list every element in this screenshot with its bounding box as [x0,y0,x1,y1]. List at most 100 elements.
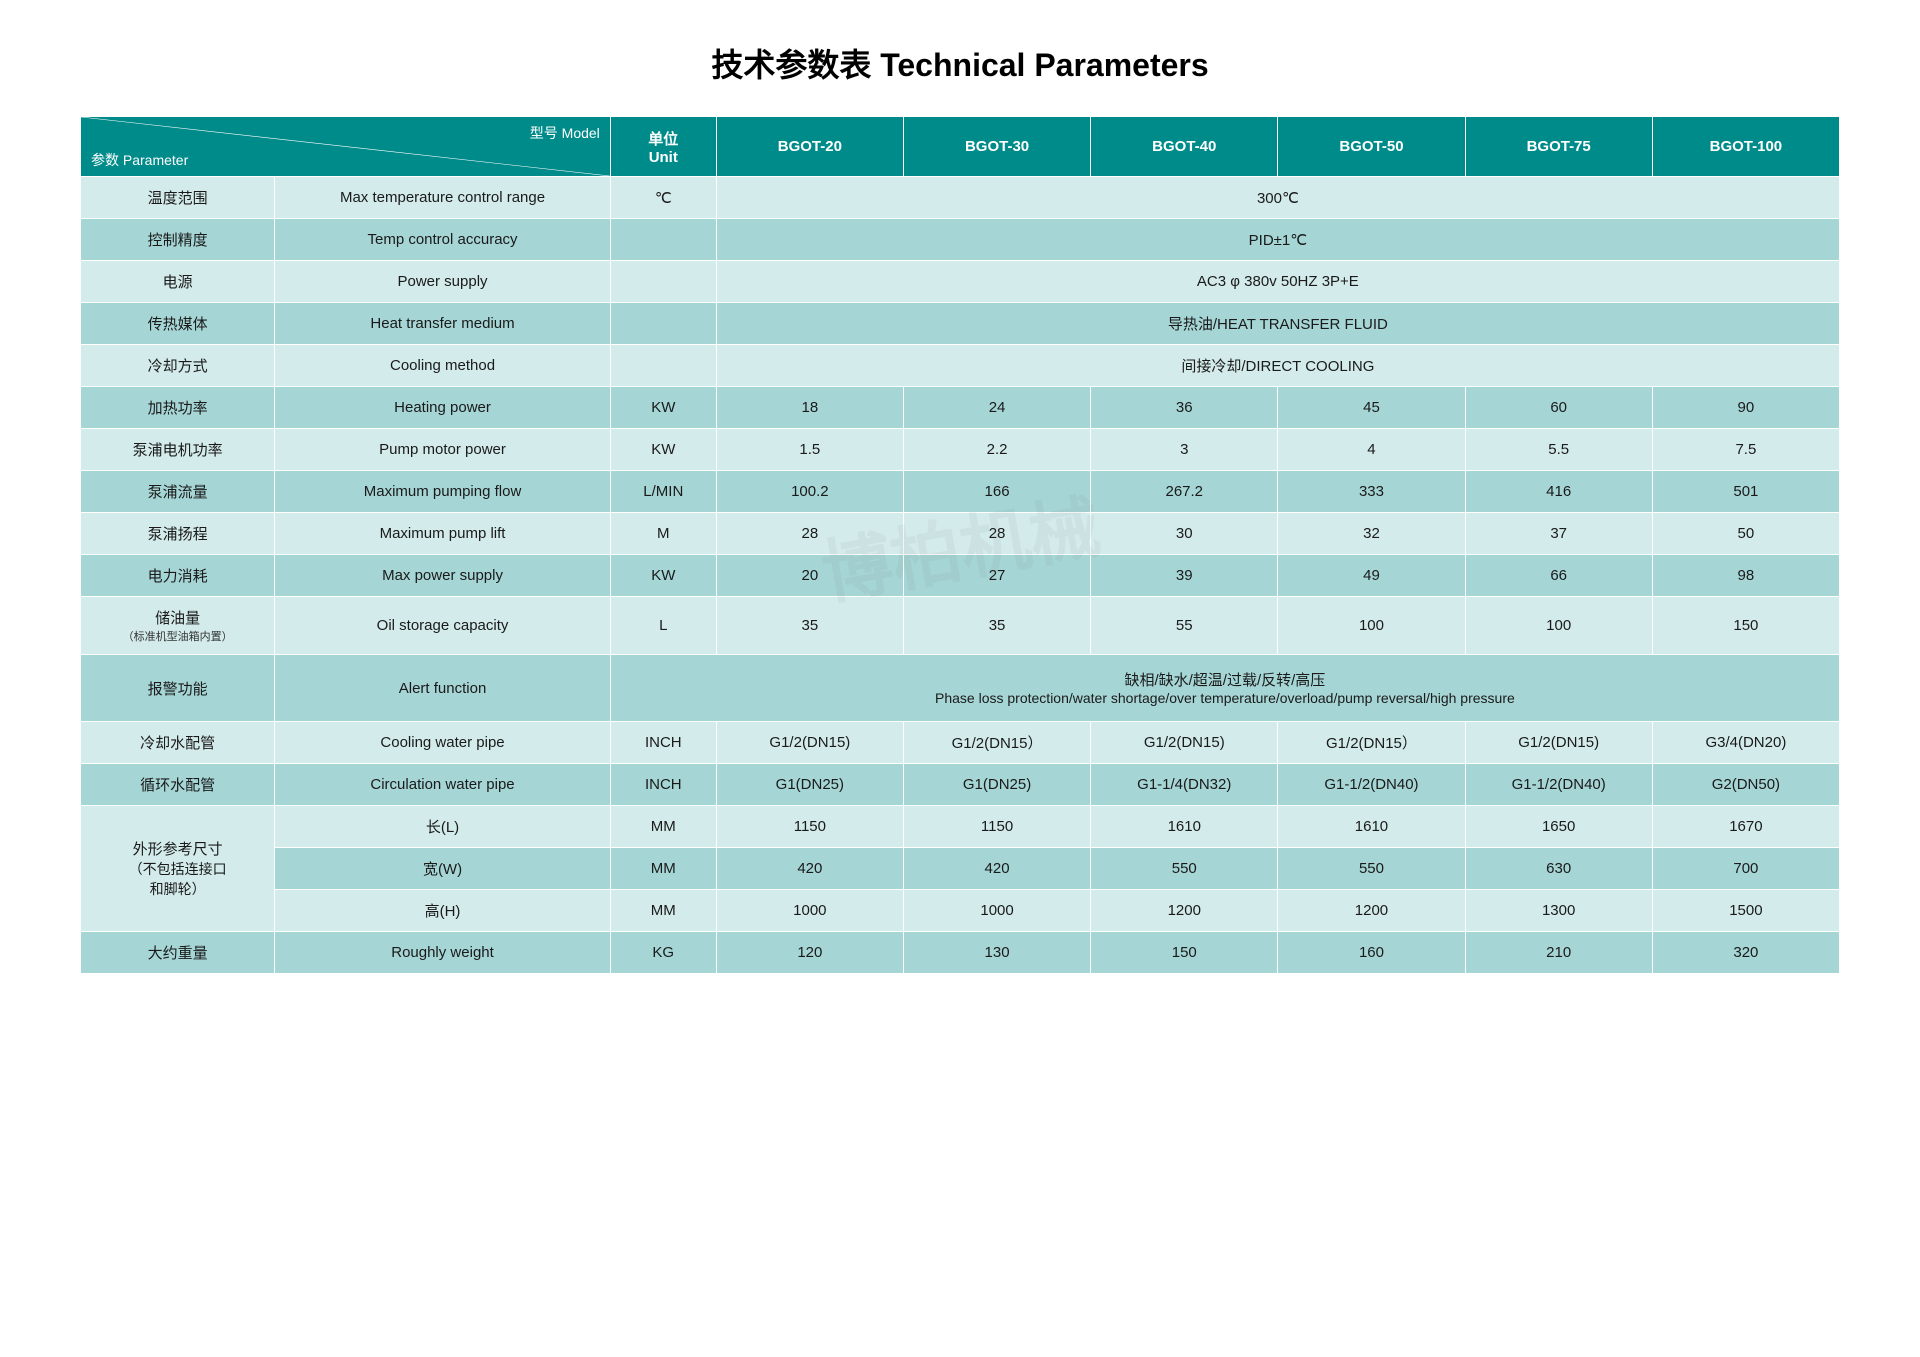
param-cn: 传热媒体 [81,303,275,345]
param-value: 416 [1465,471,1652,513]
param-en: Pump motor power [275,429,611,471]
param-unit: INCH [610,722,716,764]
param-value: 130 [903,932,1090,974]
param-unit: KG [610,932,716,974]
table-row: 储油量（标准机型油箱内置）Oil storage capacityL353555… [81,597,1840,655]
param-value: 60 [1465,387,1652,429]
param-cn: 冷却方式 [81,345,275,387]
param-value: 1610 [1091,806,1278,848]
param-cn: 泵浦电机功率 [81,429,275,471]
param-value: 150 [1091,932,1278,974]
table-row: 温度范围Max temperature control range℃300℃ [81,177,1840,219]
param-value: G1/2(DN15) [1091,722,1278,764]
param-en: Maximum pumping flow [275,471,611,513]
param-value: 39 [1091,555,1278,597]
param-value: 5.5 [1465,429,1652,471]
param-value: 24 [903,387,1090,429]
param-value: 98 [1652,555,1839,597]
param-en: 宽(W) [275,848,611,890]
param-unit: KW [610,555,716,597]
param-value: 1300 [1465,890,1652,932]
param-value: 4 [1278,429,1465,471]
header-model-2: BGOT-40 [1091,117,1278,177]
table-row: 泵浦流量Maximum pumping flowL/MIN100.2166267… [81,471,1840,513]
header-model-1: BGOT-30 [903,117,1090,177]
param-en: 高(H) [275,890,611,932]
param-value: 100 [1465,597,1652,655]
header-param-label: 参数 Parameter [91,150,188,170]
param-cn: 泵浦扬程 [81,513,275,555]
param-value: 1.5 [716,429,903,471]
param-value: 30 [1091,513,1278,555]
param-unit [610,219,716,261]
param-value: 630 [1465,848,1652,890]
param-cn: 储油量（标准机型油箱内置） [81,597,275,655]
param-value-span: 导热油/HEAT TRANSFER FLUID [716,303,1839,345]
param-value: 1650 [1465,806,1652,848]
param-value: G1(DN25) [716,764,903,806]
table-row: 电力消耗Max power supplyKW202739496698 [81,555,1840,597]
param-value: 20 [716,555,903,597]
param-unit [610,261,716,303]
param-value-merged: 缺相/缺水/超温/过载/反转/高压Phase loss protection/w… [610,655,1839,722]
param-value: G1(DN25) [903,764,1090,806]
param-unit: MM [610,848,716,890]
param-value: 501 [1652,471,1839,513]
param-value: 28 [716,513,903,555]
param-en: Maximum pump lift [275,513,611,555]
spec-table: 参数 Parameter 型号 Model 单位Unit BGOT-20 BGO… [80,116,1840,974]
param-value: 160 [1278,932,1465,974]
param-value: 420 [903,848,1090,890]
param-unit: MM [610,890,716,932]
param-value: 166 [903,471,1090,513]
param-value: 18 [716,387,903,429]
param-value: G2(DN50) [1652,764,1839,806]
param-value: 1150 [903,806,1090,848]
param-unit: L/MIN [610,471,716,513]
param-cn: 大约重量 [81,932,275,974]
param-unit: M [610,513,716,555]
param-en: Circulation water pipe [275,764,611,806]
table-row: 大约重量Roughly weightKG120130150160210320 [81,932,1840,974]
param-value-span: 间接冷却/DIRECT COOLING [716,345,1839,387]
param-value: 1500 [1652,890,1839,932]
header-model-0: BGOT-20 [716,117,903,177]
header-model-label: 型号 Model [530,123,600,143]
table-row: 报警功能Alert function缺相/缺水/超温/过载/反转/高压Phase… [81,655,1840,722]
param-value: 37 [1465,513,1652,555]
param-value: G1-1/2(DN40) [1465,764,1652,806]
param-value: 1200 [1278,890,1465,932]
param-value: G1/2(DN15) [1465,722,1652,764]
param-unit: ℃ [610,177,716,219]
param-cn: 电力消耗 [81,555,275,597]
table-row: 电源Power supplyAC3 φ 380v 50HZ 3P+E [81,261,1840,303]
param-value: 550 [1278,848,1465,890]
param-cn: 冷却水配管 [81,722,275,764]
param-value: 36 [1091,387,1278,429]
header-model-3: BGOT-50 [1278,117,1465,177]
param-value: 2.2 [903,429,1090,471]
param-en: Power supply [275,261,611,303]
param-value: G1/2(DN15） [1278,722,1465,764]
param-value-span: 300℃ [716,177,1839,219]
param-unit: MM [610,806,716,848]
param-value: G1-1/4(DN32) [1091,764,1278,806]
param-cn: 电源 [81,261,275,303]
param-cn: 外形参考尺寸（不包括连接口和脚轮） [81,806,275,932]
param-en: Cooling water pipe [275,722,611,764]
table-row: 宽(W)MM420420550550630700 [81,848,1840,890]
param-unit: INCH [610,764,716,806]
table-row: 冷却水配管Cooling water pipeINCHG1/2(DN15)G1/… [81,722,1840,764]
param-value: 1000 [903,890,1090,932]
param-value: 7.5 [1652,429,1839,471]
param-en: Heating power [275,387,611,429]
param-value: G1-1/2(DN40) [1278,764,1465,806]
table-row: 传热媒体Heat transfer medium导热油/HEAT TRANSFE… [81,303,1840,345]
param-en: Roughly weight [275,932,611,974]
table-row: 冷却方式Cooling method间接冷却/DIRECT COOLING [81,345,1840,387]
param-value: 120 [716,932,903,974]
param-value: G1/2(DN15) [716,722,903,764]
param-en: Max power supply [275,555,611,597]
table-row: 泵浦扬程Maximum pump liftM282830323750 [81,513,1840,555]
param-value: 1000 [716,890,903,932]
